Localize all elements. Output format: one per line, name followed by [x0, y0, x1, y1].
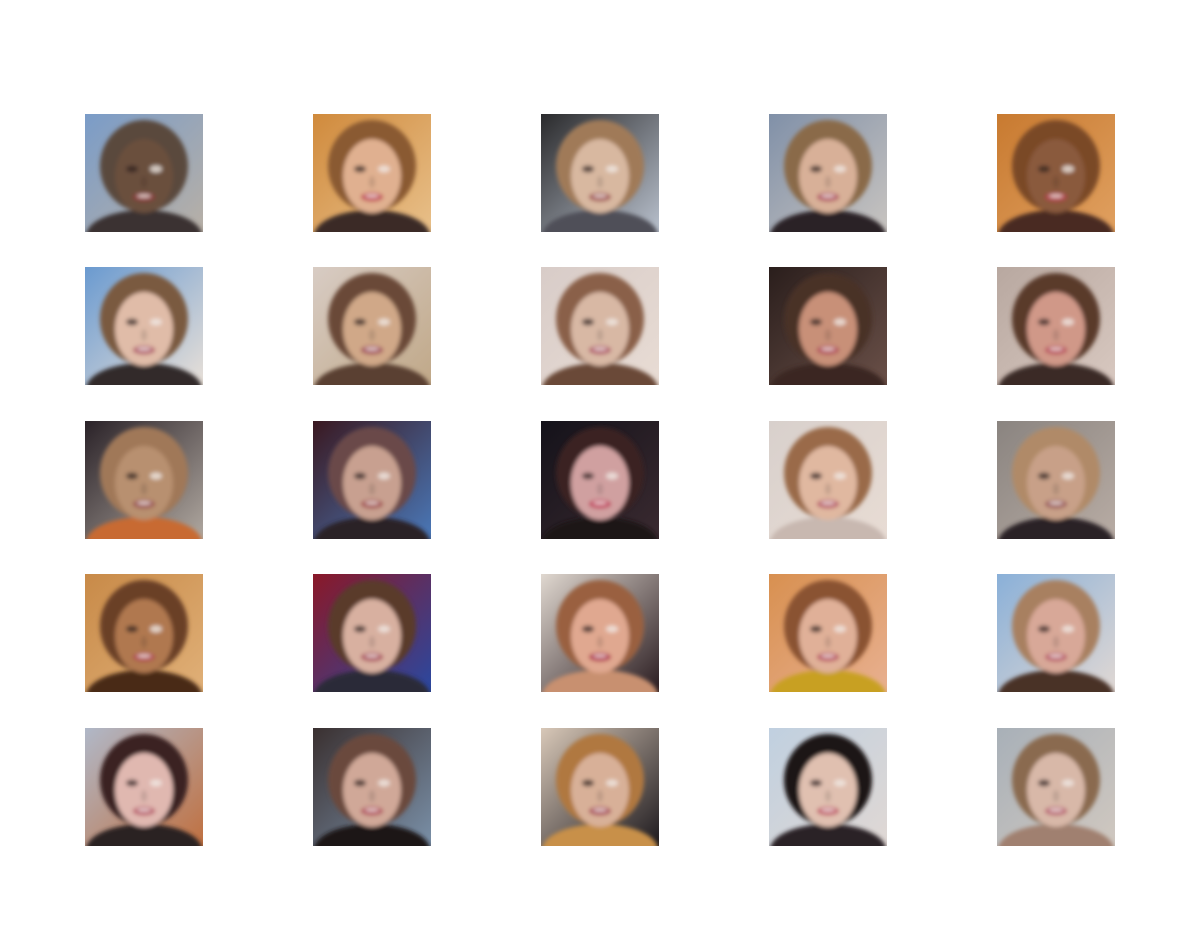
face-sample-tile [769, 114, 887, 232]
face-sample-image [313, 421, 431, 539]
face-sample-tile [769, 728, 887, 846]
face-sample-tile [997, 267, 1115, 385]
face-sample-image [85, 267, 203, 385]
face-sample-image [313, 574, 431, 692]
face-sample-image [997, 267, 1115, 385]
face-sample-image [997, 574, 1115, 692]
face-sample-tile [541, 114, 659, 232]
face-sample-image [769, 728, 887, 846]
face-sample-image [85, 728, 203, 846]
face-sample-image [769, 267, 887, 385]
face-sample-image [541, 114, 659, 232]
face-sample-tile [313, 728, 431, 846]
face-sample-tile [313, 574, 431, 692]
face-sample-image [313, 267, 431, 385]
face-sample-tile [85, 114, 203, 232]
face-sample-image [541, 574, 659, 692]
face-sample-image [85, 114, 203, 232]
face-sample-tile [85, 574, 203, 692]
face-sample-image [997, 728, 1115, 846]
face-sample-image [85, 421, 203, 539]
face-sample-tile [85, 267, 203, 385]
face-sample-image [769, 574, 887, 692]
face-sample-tile [541, 728, 659, 846]
face-sample-image [997, 421, 1115, 539]
face-sample-tile [997, 114, 1115, 232]
face-sample-tile [997, 421, 1115, 539]
face-sample-image [769, 114, 887, 232]
face-sample-tile [541, 267, 659, 385]
face-sample-image [541, 728, 659, 846]
face-sample-tile [769, 421, 887, 539]
face-sample-image [313, 728, 431, 846]
face-sample-tile [313, 114, 431, 232]
face-sample-image [541, 421, 659, 539]
face-sample-tile [997, 574, 1115, 692]
face-sample-tile [769, 574, 887, 692]
face-sample-tile [85, 421, 203, 539]
face-sample-image [769, 421, 887, 539]
face-sample-tile [313, 421, 431, 539]
face-sample-image [313, 114, 431, 232]
face-sample-tile [313, 267, 431, 385]
face-sample-tile [541, 421, 659, 539]
face-sample-image [541, 267, 659, 385]
face-sample-tile [541, 574, 659, 692]
face-sample-tile [769, 267, 887, 385]
face-sample-image [85, 574, 203, 692]
face-sample-tile [85, 728, 203, 846]
face-sample-tile [997, 728, 1115, 846]
face-sample-image [997, 114, 1115, 232]
